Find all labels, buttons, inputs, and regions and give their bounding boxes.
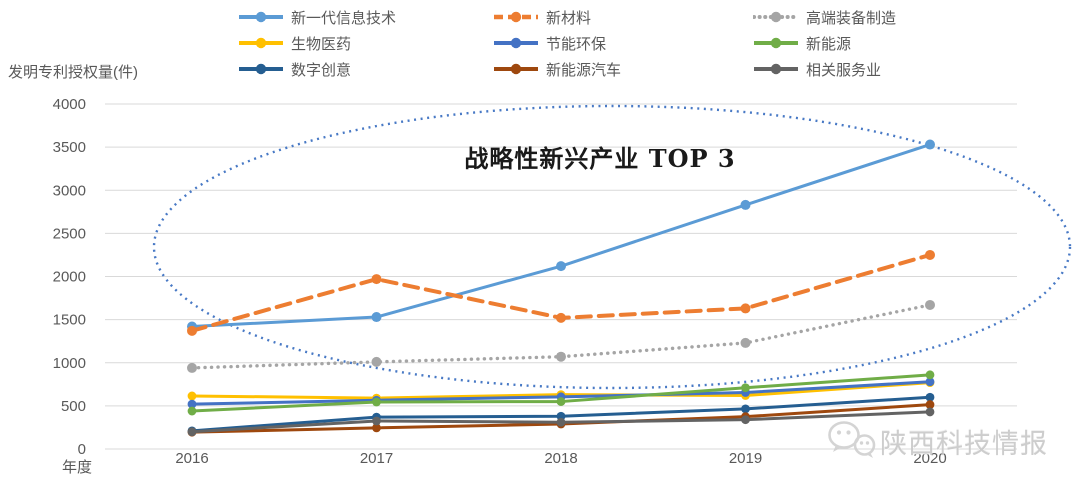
legend-label: 高端装备制造 [806, 9, 897, 27]
legend-swatch-icon [494, 11, 538, 23]
data-point [556, 417, 566, 427]
legend-swatch-icon [494, 63, 538, 75]
data-point [741, 415, 750, 425]
x-axis-title: 年度 [62, 459, 93, 476]
legend-swatch-icon [753, 11, 799, 23]
data-point [187, 406, 197, 416]
data-point [187, 427, 197, 437]
wechat-logo-icon [828, 421, 876, 458]
data-point [371, 312, 382, 323]
data-point [925, 392, 935, 402]
legend-swatch-icon [494, 37, 538, 49]
legend-swatch-icon [239, 63, 283, 75]
data-point [556, 312, 566, 323]
data-point [741, 383, 750, 393]
y-tick-label: 3500 [53, 139, 86, 156]
data-point [925, 377, 935, 387]
legend-label: 新能源 [806, 35, 852, 53]
legend-swatch-icon [239, 37, 283, 49]
x-tick-label: 2019 [729, 450, 762, 467]
legend-label: 相关服务业 [806, 61, 882, 79]
annotation-title: 战略性新兴产业 TOP 3 [464, 144, 736, 173]
legend-label: 节能环保 [546, 35, 607, 53]
data-point [556, 397, 566, 406]
data-point [925, 299, 935, 310]
annotation-ellipse [152, 104, 1072, 390]
y-axis-title: 发明专利授权量(件) [8, 64, 138, 81]
y-tick-label: 3000 [53, 182, 86, 199]
legend-item-8: 相关服务业 [753, 61, 882, 79]
y-tick-label: 1000 [53, 355, 86, 372]
legend-item-5: 新能源 [753, 35, 852, 53]
data-point [925, 249, 935, 260]
y-tick-label: 500 [61, 398, 86, 415]
x-tick-label: 2018 [544, 450, 577, 467]
legend-label: 新一代信息技术 [291, 9, 397, 27]
legend-swatch-icon [754, 63, 798, 75]
data-point [925, 139, 935, 150]
legend-swatch-icon [239, 11, 283, 23]
data-point [925, 400, 935, 409]
data-point [556, 351, 566, 362]
y-tick-label: 2000 [53, 269, 86, 286]
legend-item-3: 生物医药 [238, 35, 352, 53]
data-point [741, 404, 750, 414]
legend-item-4: 节能环保 [493, 35, 607, 53]
legend-item-7: 新能源汽车 [493, 61, 622, 79]
legend-item-1: 新材料 [493, 9, 592, 27]
data-point [187, 391, 197, 401]
y-tick-label: 1500 [53, 312, 86, 329]
x-tick-label: 2016 [175, 450, 208, 467]
data-point [925, 370, 935, 380]
y-tick-label: 0 [78, 441, 86, 458]
legend-item-0: 新一代信息技术 [238, 9, 397, 27]
data-point [372, 423, 381, 433]
legend-label: 生物医药 [291, 35, 352, 53]
legend-label: 新材料 [546, 9, 592, 27]
data-point [740, 337, 751, 348]
data-point [740, 303, 751, 314]
watermark-text: 陕西科技情报 [880, 428, 1048, 459]
chart-legend: 新一代信息技术 新材料 高端装备制造生物医药 节能环保 新能源数字创意 新能源汽车 相关服务… [0, 0, 1080, 86]
data-point [740, 199, 751, 210]
legend-item-2: 高端装备制造 [753, 9, 897, 27]
y-tick-label: 2500 [53, 225, 86, 242]
data-point [187, 325, 197, 336]
data-point [371, 356, 382, 367]
data-point [556, 261, 566, 272]
x-tick-label: 2020 [913, 450, 946, 467]
watermark: 陕西科技情报 [826, 418, 1048, 464]
data-point [372, 397, 381, 407]
y-tick-label: 4000 [53, 96, 86, 113]
legend-item-6: 数字创意 [238, 61, 352, 79]
legend-label: 新能源汽车 [546, 61, 622, 79]
data-point [187, 362, 197, 373]
data-point [925, 407, 935, 417]
data-point [556, 411, 566, 421]
legend-swatch-icon [754, 37, 798, 49]
x-tick-label: 2017 [360, 450, 393, 467]
data-point [187, 399, 197, 409]
data-point [371, 274, 382, 285]
data-point [372, 416, 381, 426]
legend-label: 数字创意 [291, 61, 352, 79]
